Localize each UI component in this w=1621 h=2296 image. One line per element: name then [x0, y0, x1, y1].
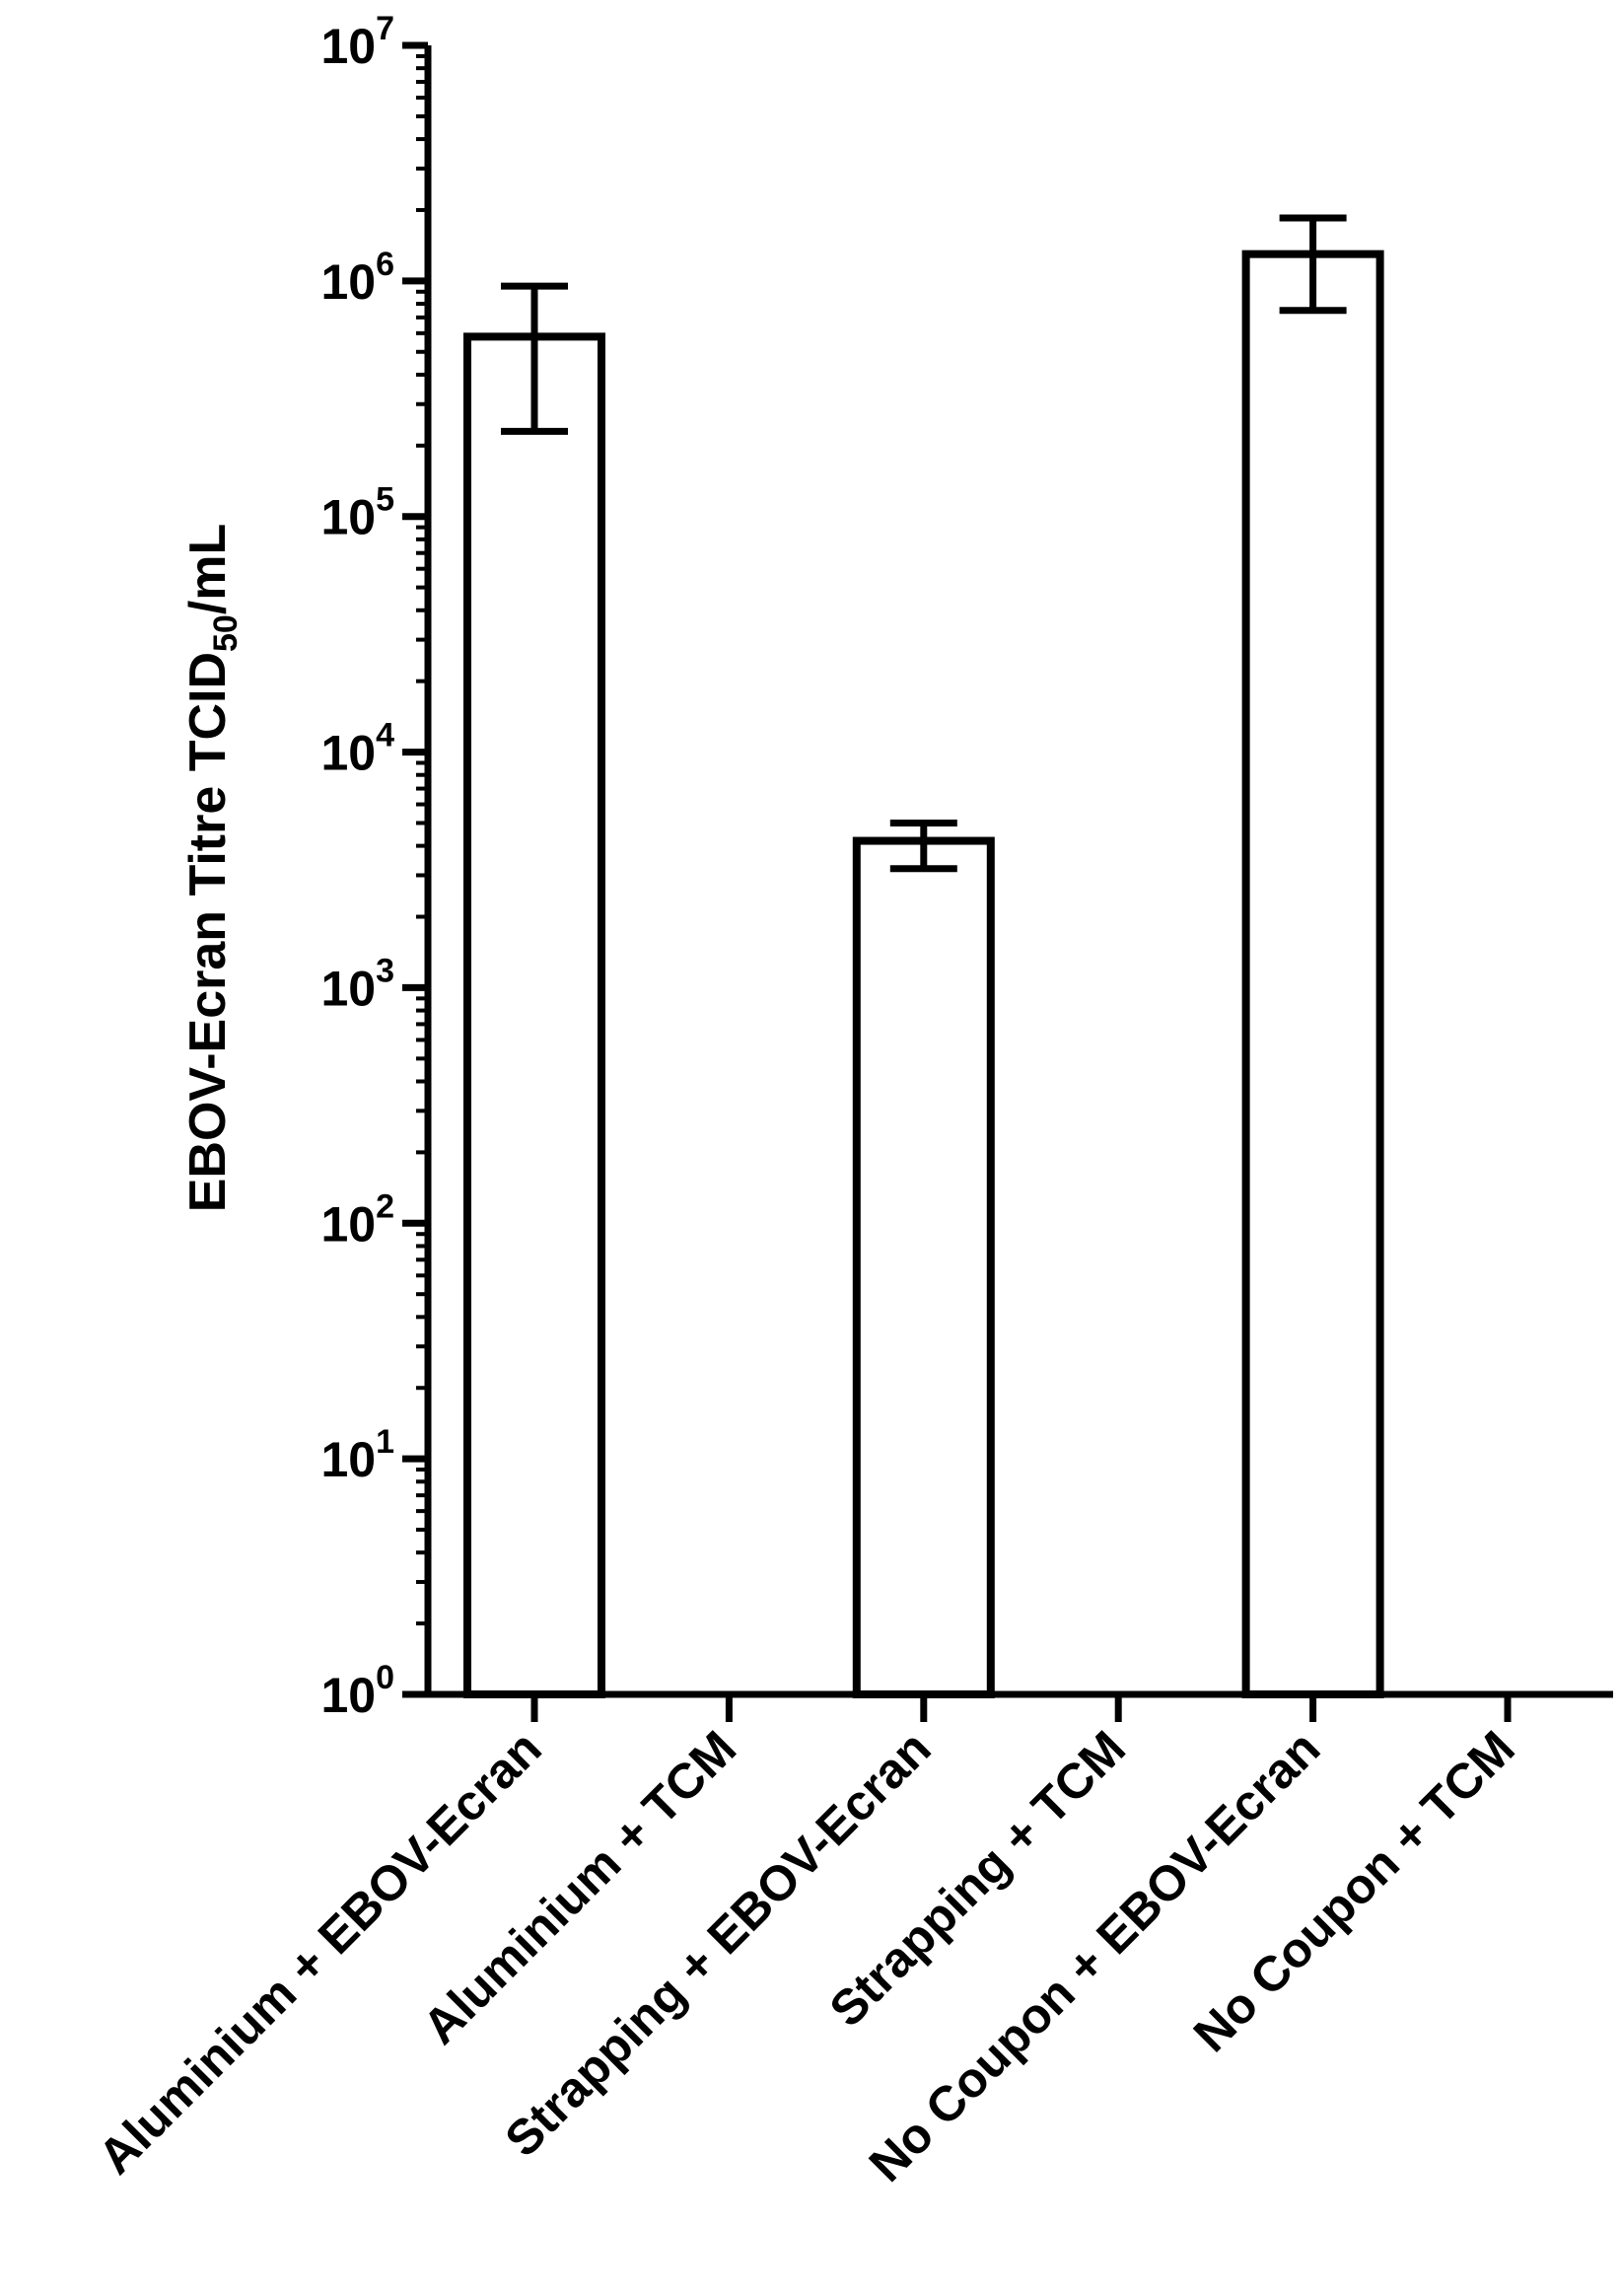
- bar: [1241, 250, 1384, 1698]
- bars: [463, 250, 1384, 1699]
- y-tick-label-exponent: 2: [376, 1187, 394, 1225]
- y-tick-label: 106: [320, 246, 394, 310]
- y-tick-label-exponent: 3: [376, 952, 394, 989]
- error-bars: [501, 214, 1347, 873]
- y-tick-label-exponent: 7: [376, 10, 394, 47]
- x-tick-label: No Coupon + TCM: [1183, 1720, 1525, 2062]
- bar: [463, 332, 605, 1699]
- y-minor-ticks: [416, 53, 428, 1626]
- y-tick-label-exponent: 5: [376, 481, 394, 519]
- chart-axes: [424, 45, 1613, 1698]
- bar: [852, 836, 995, 1698]
- y-axis-label-subscript: 50: [207, 614, 245, 652]
- y-tick-label-exponent: 0: [376, 1659, 394, 1696]
- y-tick-label: 104: [320, 717, 394, 781]
- y-tick-label: 107: [320, 10, 394, 74]
- y-tick-label-base: 10: [320, 1196, 376, 1252]
- y-tick-label-exponent: 4: [376, 717, 394, 754]
- y-axis-label-main: EBOV-Ecran Titre TCID: [179, 652, 237, 1212]
- y-tick-label-base: 10: [320, 254, 376, 310]
- y-tick-label-base: 10: [320, 1432, 376, 1487]
- y-tick-label-base: 10: [320, 19, 376, 74]
- x-tick-marks: [530, 1694, 1512, 1722]
- y-tick-label: 105: [320, 481, 394, 545]
- y-tick-label-base: 10: [320, 490, 376, 545]
- y-tick-label-base: 10: [320, 726, 376, 781]
- y-tick-label-base: 10: [320, 961, 376, 1016]
- y-axis-label: EBOV-Ecran Titre TCID50/mL: [179, 524, 245, 1213]
- y-tick-label-exponent: 6: [376, 246, 394, 283]
- y-axis-label-suffix: /mL: [179, 524, 237, 614]
- y-tick-label-exponent: 1: [376, 1423, 394, 1461]
- y-tick-label-base: 10: [320, 1668, 376, 1723]
- y-tick-label: 101: [320, 1423, 394, 1487]
- y-tick-label: 103: [320, 952, 394, 1016]
- y-tick-label: 102: [320, 1187, 394, 1252]
- y-tick-label: 100: [320, 1659, 394, 1723]
